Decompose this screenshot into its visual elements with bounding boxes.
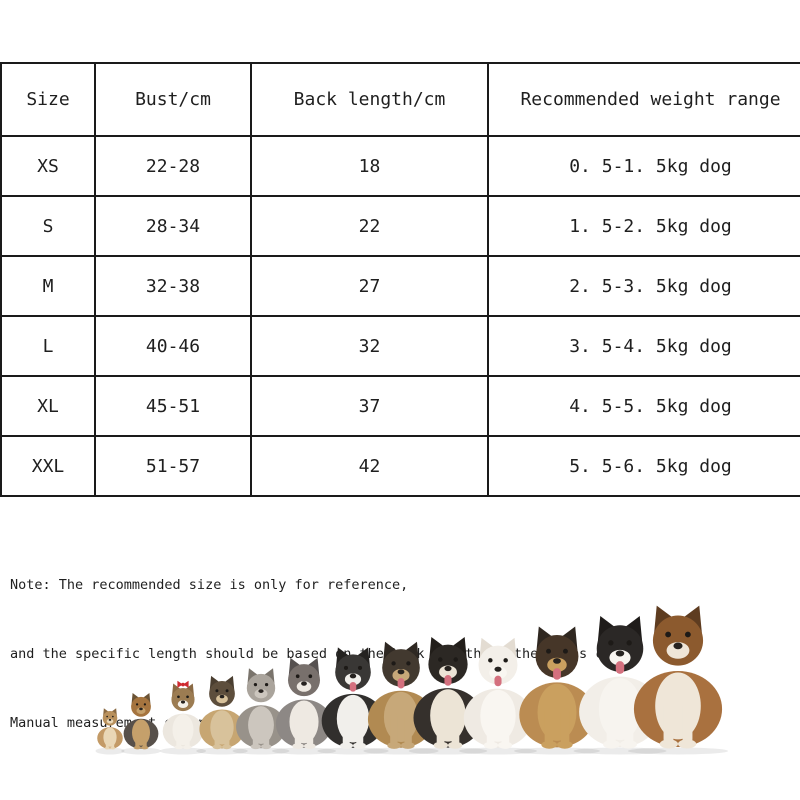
size-cell: S xyxy=(0,195,96,257)
back-length-cell: 37 xyxy=(250,375,489,437)
dog-lineup-group xyxy=(95,599,729,755)
dog-shadow xyxy=(232,747,290,755)
weight-cell: 2. 5-3. 5kg dog xyxy=(487,255,800,317)
weight-cell: 3. 5-4. 5kg dog xyxy=(487,315,800,377)
size-table: Size Bust/cm Back length/cm Recommended … xyxy=(0,62,800,497)
table-header-row: Size Bust/cm Back length/cm Recommended … xyxy=(0,62,800,137)
header-back-length: Back length/cm xyxy=(250,62,489,137)
header-bust: Bust/cm xyxy=(94,62,252,137)
weight-cell: 5. 5-6. 5kg dog xyxy=(487,435,800,497)
dog-shadow xyxy=(317,747,389,755)
back-length-cell: 32 xyxy=(250,315,489,377)
dog-shadow xyxy=(408,747,488,755)
size-cell: XL xyxy=(0,375,96,437)
dog-miniature-schnauzer xyxy=(236,664,286,750)
dog-english-mastiff xyxy=(519,621,595,749)
dog-shadow xyxy=(196,747,248,755)
bust-cell: 45-51 xyxy=(94,375,252,437)
table-row: XL 45-51 37 4. 5-5. 5kg dog xyxy=(0,375,800,437)
weight-cell: 1. 5-2. 5kg dog xyxy=(487,195,800,257)
bust-cell: 51-57 xyxy=(94,435,252,497)
dog-shadow xyxy=(627,747,729,755)
dog-white-bulldog xyxy=(463,633,533,749)
bust-cell: 22-28 xyxy=(94,135,252,197)
dog-shadow xyxy=(95,747,125,755)
dog-shadow xyxy=(121,747,161,755)
dog-lineup-image xyxy=(95,599,729,755)
weight-cell: 0. 5-1. 5kg dog xyxy=(487,135,800,197)
back-length-cell: 27 xyxy=(250,255,489,317)
dog-yorkshire-terrier xyxy=(123,690,159,750)
weight-cell: 4. 5-5. 5kg dog xyxy=(487,375,800,437)
table-row: M 32-38 27 2. 5-3. 5kg dog xyxy=(0,255,800,317)
back-length-cell: 18 xyxy=(250,135,489,197)
dog-brussels-griffon xyxy=(199,672,245,750)
dog-chihuahua xyxy=(97,706,123,750)
dog-shadow xyxy=(363,747,439,755)
size-cell: XXL xyxy=(0,435,96,497)
table-row: XS 22-28 18 0. 5-1. 5kg dog xyxy=(0,135,800,197)
size-cell: L xyxy=(0,315,96,377)
size-table-body: XS 22-28 18 0. 5-1. 5kg dog S 28-34 22 1. 5-2. … xyxy=(0,135,800,497)
header-size: Size xyxy=(0,62,96,137)
dog-shadow xyxy=(514,747,600,755)
bust-cell: 28-34 xyxy=(94,195,252,257)
table-row: S 28-34 22 1. 5-2. 5kg dog xyxy=(0,195,800,257)
dog-shadow xyxy=(573,747,667,755)
dog-shadow xyxy=(459,747,537,755)
dog-shadow xyxy=(159,747,207,755)
table-row: XXL 51-57 42 5. 5-6. 5kg dog xyxy=(0,435,800,497)
bust-cell: 32-38 xyxy=(94,255,252,317)
dog-shih-tzu xyxy=(162,680,204,750)
dog-australian-shepherd xyxy=(275,653,333,750)
header-weight: Recommended weight range xyxy=(487,62,800,137)
size-cell: XS xyxy=(0,135,96,197)
note-line-1: Note: The recommended size is only for r… xyxy=(10,577,409,593)
size-cell: M xyxy=(0,255,96,317)
table-row: L 40-46 32 3. 5-4. 5kg dog xyxy=(0,315,800,377)
bust-cell: 40-46 xyxy=(94,315,252,377)
dog-shadow xyxy=(271,747,337,755)
dog-saint-bernard xyxy=(633,599,723,749)
back-length-cell: 22 xyxy=(250,195,489,257)
back-length-cell: 42 xyxy=(250,435,489,497)
